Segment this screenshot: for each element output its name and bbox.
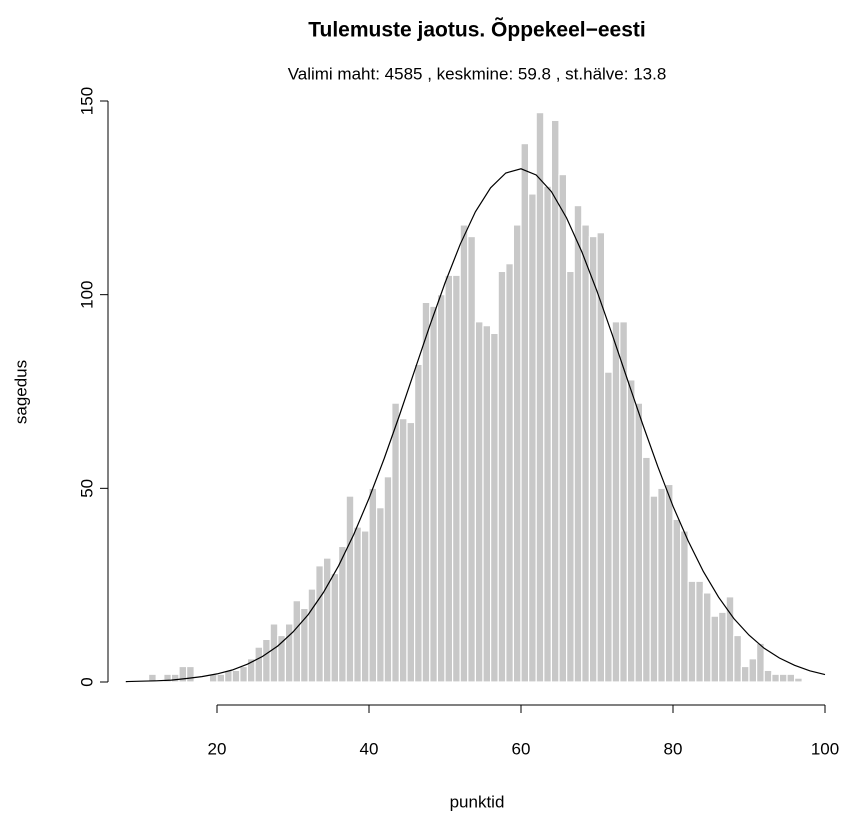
chart-title: Tulemuste jaotus. Õppekeel−eesti	[308, 18, 645, 42]
bar	[436, 294, 446, 683]
bar	[634, 402, 644, 683]
bar	[505, 263, 514, 683]
bar	[535, 112, 545, 683]
bar	[406, 421, 416, 683]
bar	[763, 669, 773, 683]
x-tick-label: 100	[811, 739, 839, 758]
bar	[391, 402, 400, 683]
bar	[474, 321, 484, 683]
bar	[588, 235, 598, 683]
bar	[581, 224, 590, 683]
bar	[345, 495, 355, 683]
bar	[467, 235, 476, 683]
bar	[216, 673, 226, 683]
bar	[353, 526, 362, 683]
bar	[543, 185, 552, 683]
bar	[717, 611, 727, 683]
x-axis-label: punktid	[450, 792, 505, 811]
bar	[626, 379, 636, 683]
bar	[512, 224, 522, 683]
bar	[771, 673, 780, 683]
y-tick-label: 150	[77, 87, 96, 115]
bar	[322, 557, 332, 683]
bar	[421, 301, 431, 683]
bar	[262, 638, 271, 683]
chart-subtitle: Valimi maht: 4585 , keskmine: 59.8 , st.…	[288, 64, 667, 83]
y-axis-label: sagedus	[11, 360, 30, 424]
bar	[490, 332, 499, 683]
bar	[330, 572, 340, 683]
bar	[664, 483, 674, 683]
bar	[383, 476, 393, 683]
bar	[429, 305, 438, 683]
bar	[778, 673, 788, 683]
bar	[657, 487, 666, 683]
bar	[368, 487, 378, 683]
bar	[497, 270, 507, 683]
bar	[687, 580, 697, 683]
x-tick-label: 60	[512, 739, 531, 758]
bar	[376, 507, 385, 683]
bar	[231, 669, 241, 683]
x-tick-label: 80	[664, 739, 683, 758]
bar	[672, 518, 682, 683]
x-tick-label: 20	[208, 739, 227, 758]
bar	[786, 673, 796, 683]
bar	[459, 224, 469, 683]
bar	[186, 665, 195, 683]
bar	[315, 565, 324, 683]
bar	[527, 193, 537, 683]
bar	[269, 623, 279, 683]
bar	[398, 418, 408, 683]
bar	[695, 580, 704, 683]
bar	[520, 143, 530, 683]
bar	[558, 173, 568, 683]
bar	[611, 321, 621, 683]
bar	[679, 530, 689, 683]
bar	[452, 274, 461, 683]
bar	[573, 204, 583, 683]
bar	[740, 665, 750, 683]
bar	[550, 119, 560, 683]
y-tick-label: 50	[77, 479, 96, 498]
x-tick-label: 40	[360, 739, 379, 758]
y-tick-label: 0	[77, 677, 96, 686]
bar	[596, 232, 606, 683]
bar	[148, 673, 157, 683]
bar	[603, 371, 613, 683]
bar	[254, 646, 264, 683]
bar	[565, 270, 575, 683]
bar	[748, 658, 758, 683]
density-curve	[125, 168, 826, 683]
bar	[649, 495, 659, 683]
bar	[170, 673, 180, 683]
bar	[641, 456, 651, 683]
bar	[360, 530, 370, 683]
bar	[755, 642, 765, 683]
bar	[702, 592, 712, 683]
bar	[444, 274, 454, 683]
bar	[414, 363, 423, 683]
bar	[239, 665, 249, 683]
bar	[793, 677, 803, 683]
bar	[307, 588, 317, 683]
bar	[338, 545, 347, 683]
bar	[482, 325, 492, 683]
bar	[733, 634, 742, 683]
y-tick-label: 100	[77, 280, 96, 308]
bar	[710, 615, 720, 683]
bar	[292, 600, 302, 683]
